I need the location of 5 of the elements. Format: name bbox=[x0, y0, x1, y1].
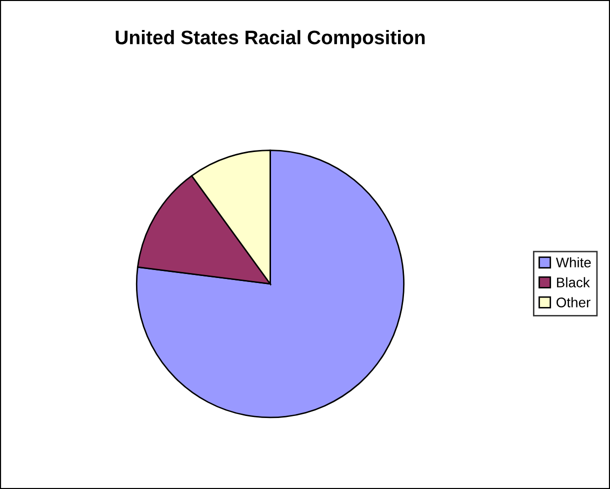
pie-slice bbox=[136, 150, 405, 418]
chart-title: United States Racial Composition bbox=[116, 30, 425, 48]
legend-label: Other bbox=[556, 297, 590, 308]
legend-label: Black bbox=[557, 277, 590, 288]
legend-label: White bbox=[556, 257, 591, 268]
